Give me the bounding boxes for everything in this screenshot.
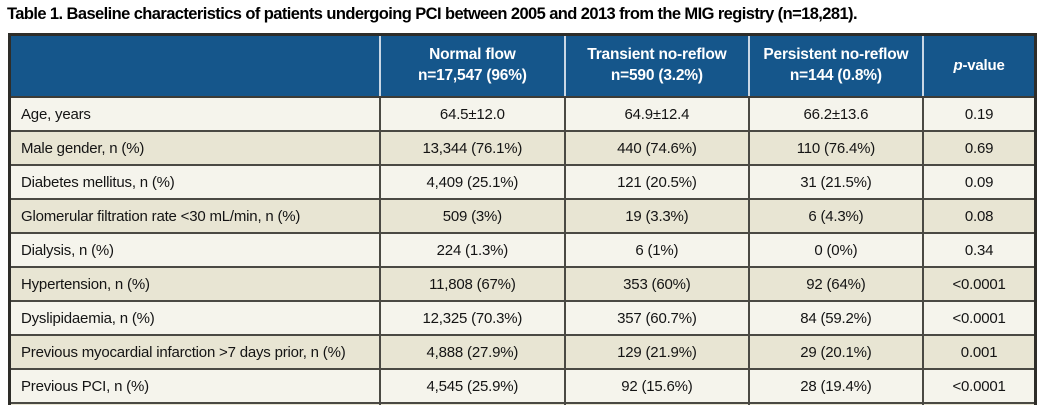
cell-persistent: 92 (64%) — [747, 266, 925, 302]
header-group-count: n=17,547 (96%) — [417, 67, 527, 84]
cell-normal-flow: 4,545 (25.9%) — [378, 368, 567, 404]
row-label: Dialysis, n (%) — [8, 232, 381, 268]
table-row-previous-mi: Previous myocardial infarction >7 days p… — [8, 334, 1037, 370]
cell-transient: 440 (74.6%) — [564, 130, 750, 166]
cell-normal-flow: 12,325 (70.3%) — [378, 300, 567, 336]
header-group-label: Normal flow — [429, 46, 516, 64]
cell-p-value: 0.34 — [922, 232, 1037, 268]
row-label: Male gender, n (%) — [8, 130, 381, 166]
cell-p-value: 0.001 — [922, 334, 1037, 370]
row-label: Previous myocardial infarction >7 days p… — [8, 334, 381, 370]
cell-normal-flow: 4,888 (27.9%) — [378, 334, 567, 370]
cell-p-value: <0.0001 — [922, 368, 1037, 404]
row-label: Age, years — [8, 96, 381, 132]
cell-p-value: <0.0001 — [922, 266, 1037, 302]
cell-p-value: 0.08 — [922, 198, 1037, 234]
header-group-count: n=144 (0.8%) — [789, 67, 882, 84]
cell-normal-flow: 11,808 (67%) — [378, 266, 567, 302]
header-cell-p-value: p-value — [922, 34, 1036, 98]
table-caption: Table 1. Baseline characteristics of pat… — [7, 4, 858, 23]
cell-normal-flow: 1,514 (8.6%) — [378, 402, 567, 405]
baseline-characteristics-table: Normal flow n=17,547 (96%) Transient no-… — [8, 33, 1037, 405]
header-cell-transient-no-reflow: Transient no-reflow n=590 (3.2%) — [564, 34, 749, 98]
table-row-diabetes: Diabetes mellitus, n (%) 4,409 (25.1%) 1… — [8, 164, 1037, 200]
header-group-label: Transient no-reflow — [587, 46, 727, 64]
cell-persistent: 110 (76.4%) — [747, 130, 925, 166]
table-row-male-gender: Male gender, n (%) 13,344 (76.1%) 440 (7… — [8, 130, 1037, 166]
header-group-count: n=590 (3.2%) — [610, 67, 703, 84]
cell-normal-flow: 509 (3%) — [378, 198, 567, 234]
header-row: Normal flow n=17,547 (96%) Transient no-… — [9, 34, 1036, 98]
table-row-glomerular-filtration: Glomerular filtration rate <30 mL/min, n… — [8, 198, 1037, 234]
table-row-hypertension: Hypertension, n (%) 11,808 (67%) 353 (60… — [8, 266, 1037, 302]
table-body: Age, years 64.5±12.0 64.9±12.4 66.2±13.6… — [8, 96, 1037, 405]
table-row-dialysis: Dialysis, n (%) 224 (1.3%) 6 (1%) 0 (0%)… — [8, 232, 1037, 268]
table-row-previous-cabg: Previous CABG, n (%) 1,514 (8.6%) 55 (9.… — [8, 402, 1037, 405]
cell-normal-flow: 64.5±12.0 — [378, 96, 567, 132]
header-group-label: Persistent no-reflow — [763, 46, 909, 64]
cell-p-value: 0.09 — [922, 164, 1037, 200]
cell-persistent: 66.2±13.6 — [747, 96, 925, 132]
row-label: Previous CABG, n (%) — [8, 402, 381, 405]
cell-transient: 121 (20.5%) — [564, 164, 750, 200]
row-label: Dyslipidaemia, n (%) — [8, 300, 381, 336]
cell-normal-flow: 224 (1.3%) — [378, 232, 567, 268]
cell-persistent: 13 (9%) — [747, 402, 925, 405]
p-value-rest: -value — [962, 56, 1005, 74]
cell-p-value: 0.69 — [922, 130, 1037, 166]
table-header: Normal flow n=17,547 (96%) Transient no-… — [9, 34, 1036, 98]
cell-persistent: 6 (4.3%) — [747, 198, 925, 234]
row-label: Glomerular filtration rate <30 mL/min, n… — [8, 198, 381, 234]
cell-persistent: 0 (0%) — [747, 232, 925, 268]
cell-transient: 129 (21.9%) — [564, 334, 750, 370]
table-row-age: Age, years 64.5±12.0 64.9±12.4 66.2±13.6… — [8, 96, 1037, 132]
cell-persistent: 84 (59.2%) — [747, 300, 925, 336]
cell-transient: 6 (1%) — [564, 232, 750, 268]
cell-p-value: <0.0001 — [922, 300, 1037, 336]
table-row-previous-pci: Previous PCI, n (%) 4,545 (25.9%) 92 (15… — [8, 368, 1037, 404]
cell-p-value: 0.19 — [922, 96, 1037, 132]
cell-persistent: 29 (20.1%) — [747, 334, 925, 370]
header-cell-normal-flow: Normal flow n=17,547 (96%) — [378, 34, 566, 98]
row-label: Hypertension, n (%) — [8, 266, 381, 302]
cell-transient: 92 (15.6%) — [564, 368, 750, 404]
cell-transient: 353 (60%) — [564, 266, 750, 302]
cell-transient: 19 (3.3%) — [564, 198, 750, 234]
cell-p-value: 0.37 — [922, 402, 1037, 405]
table-row-dyslipidaemia: Dyslipidaemia, n (%) 12,325 (70.3%) 357 … — [8, 300, 1037, 336]
row-label: Previous PCI, n (%) — [8, 368, 381, 404]
cell-persistent: 31 (21.5%) — [747, 164, 925, 200]
cell-normal-flow: 13,344 (76.1%) — [378, 130, 567, 166]
cell-transient: 55 (9.3%) — [564, 402, 750, 405]
cell-normal-flow: 4,409 (25.1%) — [378, 164, 567, 200]
header-cell-persistent-no-reflow: Persistent no-reflow n=144 (0.8%) — [747, 34, 924, 98]
cell-transient: 357 (60.7%) — [564, 300, 750, 336]
row-label: Diabetes mellitus, n (%) — [8, 164, 381, 200]
p-value-italic: p — [953, 56, 963, 74]
cell-persistent: 28 (19.4%) — [747, 368, 925, 404]
cell-transient: 64.9±12.4 — [564, 96, 750, 132]
header-cell-empty — [9, 34, 380, 98]
